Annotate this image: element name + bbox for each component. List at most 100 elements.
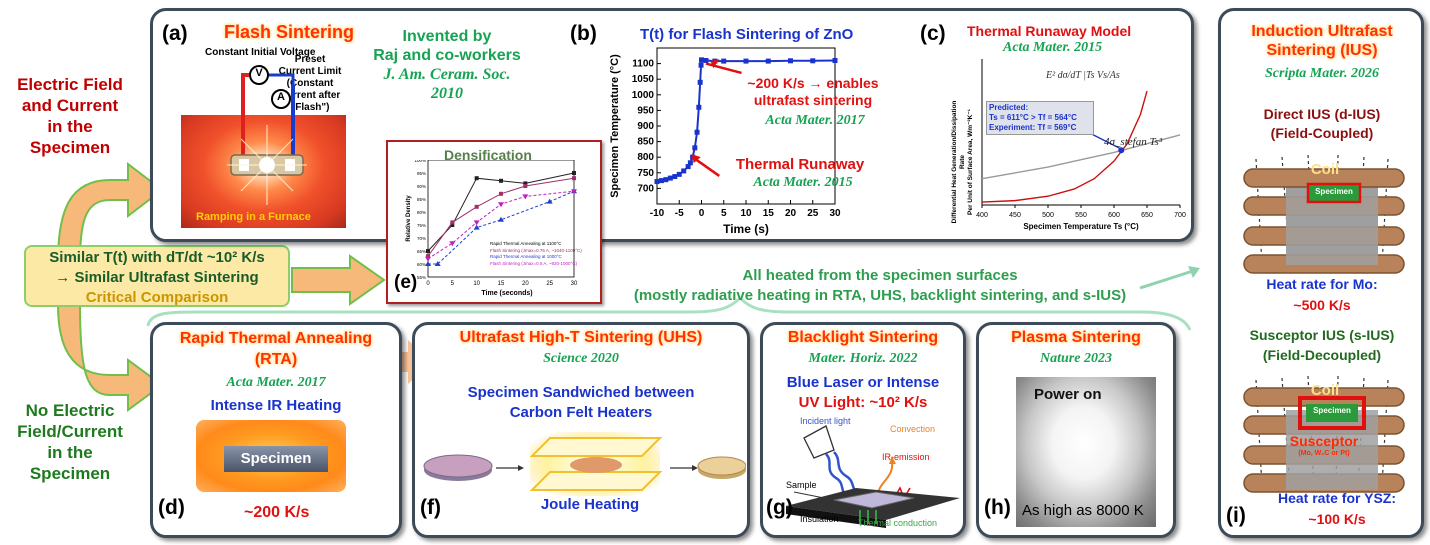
dens-point — [474, 176, 479, 181]
panel-g-ir: IR-emission — [882, 452, 930, 462]
panel-d-rate: ~200 K/s — [244, 504, 310, 521]
dens-series-line-2 — [428, 190, 575, 265]
dens-xlabel: Time (seconds) — [481, 290, 532, 297]
constant-voltage-note: Constant Initial Voltage — [205, 47, 316, 58]
panel-g-conduction: Thermal conduction — [858, 518, 938, 528]
tt-ytick-label: 700 — [637, 183, 654, 194]
furnace-caption: Ramping in a Furnace — [196, 211, 311, 223]
electric-field-label: Electric Field and Current in the Specimen — [17, 75, 123, 157]
dens-ytick-label: 80% — [417, 210, 426, 215]
dens-ytick-label: 65% — [417, 249, 426, 254]
dens-series-line-1 — [427, 177, 575, 257]
rta-specimen: Specimen — [224, 446, 328, 472]
tt-xtick-label: 5 — [721, 208, 727, 219]
tt-xtick-label: 30 — [829, 208, 841, 219]
tt-ytick-label: 750 — [637, 168, 654, 179]
runaway-xtick-label: 450 — [1009, 212, 1021, 219]
dens-point — [434, 261, 441, 266]
blacklight-illustration — [786, 425, 960, 528]
tt-xtick-label: -5 — [675, 208, 684, 219]
tt-point — [721, 58, 727, 64]
dens-point — [498, 216, 504, 222]
panel-g-subtitle: Blue Laser or Intense UV Light: ~10² K/s — [786, 374, 940, 411]
panel-e-legend: Rapid Thermal Annealing at 1100°C Flash … — [490, 241, 582, 267]
dens-xtick-label: 10 — [473, 281, 480, 287]
dens-xtick-label: 25 — [546, 281, 553, 287]
panel-c-ref: Acta Mater. 2015 — [1003, 40, 1103, 55]
comparison-line2: → Similar Ultrafast Sintering — [55, 269, 259, 286]
runaway-xtick-label: 650 — [1141, 212, 1153, 219]
tt-xtick-label: 20 — [785, 208, 797, 219]
dens-point — [450, 220, 455, 225]
panel-f-ref: Science 2020 — [543, 351, 619, 366]
panel-a-invented: Invented by Raj and co-workers J. Am. Ce… — [373, 28, 521, 102]
tt-point — [694, 129, 700, 135]
dens-frame — [427, 160, 575, 278]
tt-point — [698, 62, 704, 68]
dens-point — [523, 184, 528, 188]
tt-point — [697, 79, 703, 85]
legend-2: Flash Sintering (Jmax=0.75 A, ~1040-1100… — [490, 247, 582, 253]
dens-ylabel: Relative Density — [406, 195, 412, 242]
dens-ytick-label: 90% — [417, 184, 426, 189]
panel-c-eq2: 4σ_stefan Ts³ — [1104, 136, 1163, 148]
panel-g-ref: Mater. Horiz. 2022 — [808, 351, 918, 366]
runaway-xtick-label: 400 — [976, 212, 988, 219]
legend-1: Rapid Thermal Annealing at 1100°C — [490, 241, 562, 246]
v-symbol: V — [255, 67, 263, 79]
panel-c-eq1: E² dσ/dT |Ts Vs/As — [1046, 70, 1120, 81]
panel-h-high: As high as 8000 K — [1022, 502, 1144, 519]
dens-ytick-label: 70% — [417, 236, 426, 241]
panel-h-label: (h) — [984, 496, 1011, 519]
coil-direct — [1243, 155, 1405, 274]
panel-f-subtitle: Specimen Sandwiched between Carbon Felt H… — [467, 384, 695, 421]
arrow-up-to-flash — [56, 161, 164, 263]
panel-f-title: Ultrafast High-T Sintering (UHS) — [459, 329, 703, 346]
tt-chart: -10 -5 0 5 10 15 20 25 30 700 750 800 850 900 950 1000 1… — [609, 47, 841, 236]
current-limit-note: Preset Current Limit (Constant Current aft… — [278, 54, 342, 113]
panel-e-label: (e) — [394, 272, 418, 293]
tt-point — [681, 168, 687, 174]
specimen-label-1: Specimen — [1315, 187, 1353, 196]
panel-b-note2: Thermal Runaway — [735, 156, 865, 173]
panel-d-label: (d) — [158, 496, 185, 519]
dens-point — [498, 202, 504, 208]
tt-point — [687, 160, 693, 166]
comparison-line1: Similar T(t) with dT/dt ~10² K/s — [49, 249, 265, 266]
runaway-xtick-label: 600 — [1108, 212, 1120, 219]
panel-g-label: (g) — [766, 496, 793, 519]
tt-point — [788, 58, 793, 64]
panel-c-ylabel: Differential Heat Generation/Dissipation… — [951, 100, 974, 224]
panel-c-box: Predicted: Ts = 611°C > Tf = 564°C Experim… — [986, 101, 1094, 135]
dens-point — [571, 189, 577, 195]
dens-xtick-label: 5 — [451, 281, 455, 287]
panel-d-title: Rapid Thermal Annealing (RTA) — [179, 330, 373, 368]
tt-point — [676, 171, 682, 177]
tt-point — [832, 57, 838, 63]
panel-b-label: (b) — [570, 22, 597, 45]
comparison-box: Similar T(t) with dT/dt ~10² K/s → Simil… — [24, 245, 290, 307]
arrow-down-to-rta — [56, 304, 164, 412]
panel-i-ref: Scripta Mater. 2026 — [1265, 66, 1379, 81]
specimen-label-2: Specimen — [1313, 406, 1351, 415]
panel-f-label: (f) — [420, 496, 441, 519]
dens-xtick-label: 30 — [571, 281, 578, 287]
tt-ytick-label: 1100 — [632, 59, 654, 70]
arrow-to-densification — [291, 254, 386, 306]
tt-point — [672, 174, 678, 180]
plasma-image — [1016, 377, 1156, 527]
dens-series-line-0 — [427, 172, 575, 252]
panel-a-title: Flash Sintering — [224, 22, 355, 42]
tt-ytick-label: 950 — [637, 105, 654, 116]
panel-h-power: Power on — [1034, 386, 1102, 403]
panel-c-title: Thermal Runaway Model — [967, 23, 1132, 39]
tt-point — [696, 104, 702, 110]
panel-i-direct: Direct IUS (d-IUS) (Field-Coupled) — [1263, 106, 1381, 141]
dens-ytick-label: 85% — [417, 197, 426, 202]
tt-ytick-label: 1000 — [632, 90, 655, 101]
runaway-chart: 400 450 500 550 600 650 700 Specimen Temperatur… — [976, 59, 1186, 231]
panel-b-ref2: Acta Mater. 2015 — [753, 175, 853, 190]
dens-ytick-label: 75% — [417, 223, 426, 228]
tt-point — [692, 145, 698, 151]
dens-ytick-label: 60% — [417, 262, 426, 267]
